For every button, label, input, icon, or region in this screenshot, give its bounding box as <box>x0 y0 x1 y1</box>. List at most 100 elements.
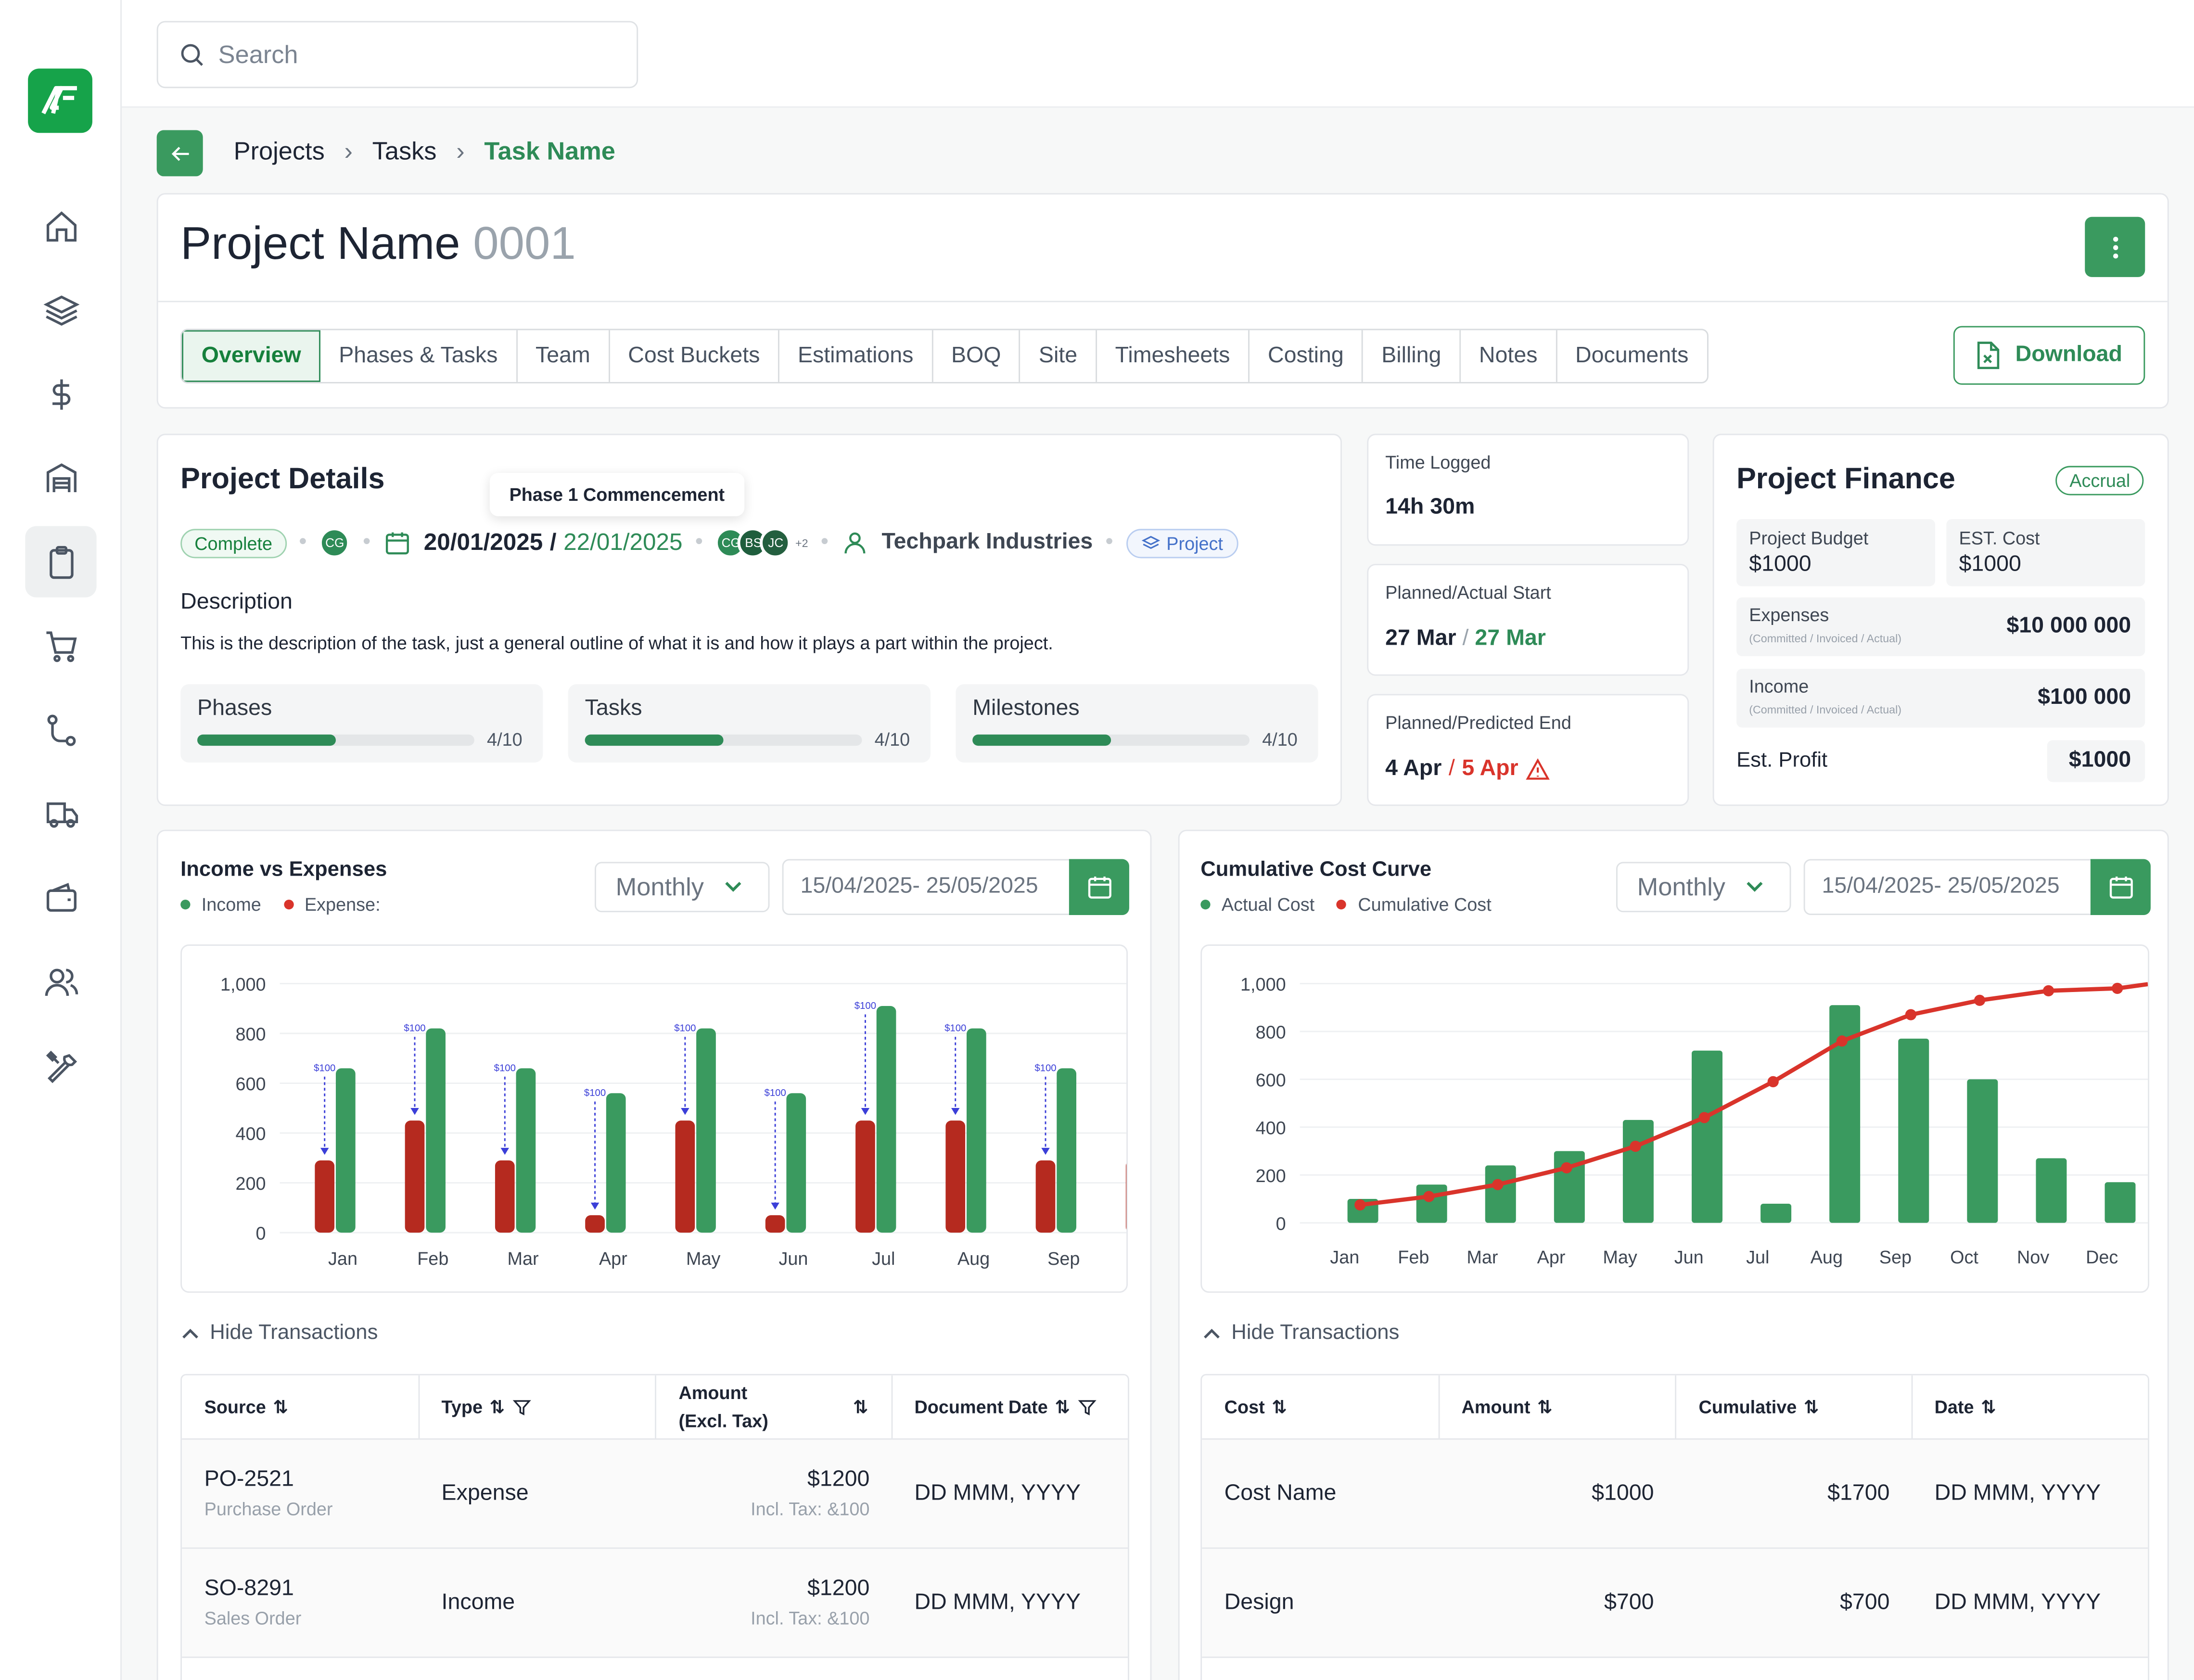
income-sub: (Committed / Invoiced / Actual) <box>1749 703 1902 716</box>
tab-notes[interactable]: Notes <box>1461 330 1557 382</box>
start-card: Planned/Actual Start 27 Mar / 27 Mar <box>1367 564 1689 676</box>
download-button[interactable]: Download <box>1953 326 2145 385</box>
finance-title: Project Finance <box>1736 463 1955 496</box>
cost-transactions-table: Cost ⇅ Amount ⇅ Cumulative ⇅ Date ⇅ Cost Nam… <box>1200 1374 2149 1680</box>
back-button[interactable] <box>156 130 203 177</box>
est-cost-value: $1000 <box>1959 552 2021 577</box>
actual-cost-bar <box>1829 1005 1861 1223</box>
team-avatars[interactable]: CG BS JC +2 <box>715 527 808 559</box>
end-date: 22/01/2025 <box>563 529 683 556</box>
nav-tools[interactable] <box>25 1030 96 1101</box>
nav-wallet[interactable] <box>25 862 96 933</box>
y-tick-label: 200 <box>1256 1166 1286 1186</box>
avatar[interactable]: CG <box>319 527 350 559</box>
tab-site[interactable]: Site <box>1020 330 1097 382</box>
tab-billing[interactable]: Billing <box>1363 330 1461 382</box>
more-options-button[interactable] <box>2085 216 2145 277</box>
progress-fill <box>585 734 724 746</box>
start-date: 20/01/2025 <box>423 529 543 556</box>
row-cost: Design <box>1224 1590 1294 1614</box>
nav-users[interactable] <box>25 946 96 1017</box>
cumulative-cost-line <box>1360 982 2148 1207</box>
tab-overview[interactable]: Overview <box>182 330 321 382</box>
x-tick-label: Feb <box>1398 1247 1429 1268</box>
col-source[interactable]: Source ⇅ <box>182 1375 420 1438</box>
download-label: Download <box>2015 343 2122 367</box>
y-tick-label: 0 <box>256 1224 266 1244</box>
cost-date-range[interactable]: 15/04/2025- 25/05/2025 <box>1803 859 2149 915</box>
table-row[interactable]: SO-8291 Sales Order Income $1200 Incl. Tax… <box>182 1549 1128 1658</box>
income-calendar-button[interactable] <box>1069 859 1129 915</box>
progress-label: Milestones <box>972 697 1080 721</box>
cost-calendar-button[interactable] <box>2090 859 2151 915</box>
search-input[interactable]: Search <box>156 21 638 89</box>
period-value: Monthly <box>615 872 704 901</box>
header-divider <box>158 301 2168 303</box>
col-date[interactable]: Date ⇅ <box>1912 1375 2148 1438</box>
app-logo[interactable] <box>28 68 92 133</box>
breadcrumb-projects[interactable]: Projects <box>233 137 325 165</box>
nav-workflow[interactable] <box>25 694 96 765</box>
table-row[interactable]: Design $700 $700 DD MMM, YYYY <box>1202 1549 2148 1658</box>
x-tick-label: Aug <box>1811 1247 1843 1268</box>
tab-phases-tasks[interactable]: Phases & Tasks <box>320 330 518 382</box>
legend-expense: Expense: <box>304 894 381 915</box>
col-type[interactable]: Type ⇅ <box>419 1375 656 1438</box>
tab-team[interactable]: Team <box>517 330 610 382</box>
legend-income: Income <box>201 894 261 915</box>
table-row[interactable]: PO-2521 Purchase Order Expense $1200 Incl.… <box>182 1439 1128 1549</box>
table-row[interactable]: Cost Name $1000 $1700 DD MMM, YYYY <box>1202 1439 2148 1549</box>
row-date: DD MMM, YYYY <box>914 1590 1081 1614</box>
tab-estimations[interactable]: Estimations <box>779 330 933 382</box>
difference-arrow <box>1041 1147 1050 1155</box>
progress-value: 4/10 <box>487 729 523 750</box>
actual-cost-bar <box>1622 1120 1654 1223</box>
nav-cart[interactable] <box>25 610 96 681</box>
tab-timesheets[interactable]: Timesheets <box>1097 330 1250 382</box>
start-planned: 27 Mar <box>1385 626 1456 651</box>
legend-swatch-cumulative <box>1337 899 1347 910</box>
nav-delivery[interactable] <box>25 778 96 849</box>
row-amount: $1000 <box>1592 1481 1654 1505</box>
difference-label: $100 <box>855 1001 876 1011</box>
progress-tasks: Tasks 4/10 <box>568 684 931 763</box>
tab-boq[interactable]: BOQ <box>933 330 1021 382</box>
income-bar <box>696 1028 716 1233</box>
dot-separator: • <box>820 530 829 554</box>
est-cost-label: EST. Cost <box>1959 527 2040 549</box>
tab-documents[interactable]: Documents <box>1575 343 1689 368</box>
nav-layers[interactable] <box>25 274 96 345</box>
tab-cost-buckets[interactable]: Cost Buckets <box>610 330 780 382</box>
income-period-select[interactable]: Monthly <box>594 862 770 913</box>
budget-value: $1000 <box>1749 552 1811 577</box>
layers-icon <box>43 294 79 325</box>
date-separator: / <box>549 529 557 556</box>
col-cumulative[interactable]: Cumulative ⇅ <box>1676 1375 1913 1438</box>
dot-separator: • <box>299 530 307 554</box>
legend-swatch-expense <box>283 899 293 910</box>
table-header: Source ⇅ Type ⇅ Amount (Excl. Tax) ⇅ Docume… <box>182 1375 1128 1440</box>
project-number: 0001 <box>473 216 576 269</box>
y-tick-label: 1,000 <box>1240 975 1286 995</box>
progress-label: Phases <box>197 697 272 721</box>
breadcrumb-tasks[interactable]: Tasks <box>372 137 437 165</box>
hide-transactions-label: Hide Transactions <box>210 1321 378 1345</box>
expense-bar <box>855 1120 875 1233</box>
col-document-date[interactable]: Document Date ⇅ <box>892 1375 1128 1438</box>
nav-finance[interactable] <box>25 358 96 429</box>
cumulative-cost-point <box>2112 982 2123 994</box>
project-tag-label: Project <box>1166 532 1223 554</box>
project-tag[interactable]: Project <box>1125 528 1238 558</box>
col-amount[interactable]: Amount (Excl. Tax) ⇅ <box>656 1375 892 1438</box>
nav-warehouse[interactable] <box>25 442 96 513</box>
sort-icon: ⇅ <box>1981 1395 1996 1417</box>
tab-costing[interactable]: Costing <box>1250 330 1364 382</box>
nav-tasks[interactable] <box>25 526 97 598</box>
income-hide-transactions[interactable]: Hide Transactions <box>182 1321 378 1345</box>
cost-hide-transactions[interactable]: Hide Transactions <box>1203 1321 1399 1345</box>
col-cost[interactable]: Cost ⇅ <box>1202 1375 1440 1438</box>
table-header: Cost ⇅ Amount ⇅ Cumulative ⇅ Date ⇅ <box>1202 1375 2148 1440</box>
col-amount[interactable]: Amount ⇅ <box>1439 1375 1677 1438</box>
nav-home[interactable] <box>25 191 96 262</box>
cost-period-select[interactable]: Monthly <box>1616 862 1791 913</box>
